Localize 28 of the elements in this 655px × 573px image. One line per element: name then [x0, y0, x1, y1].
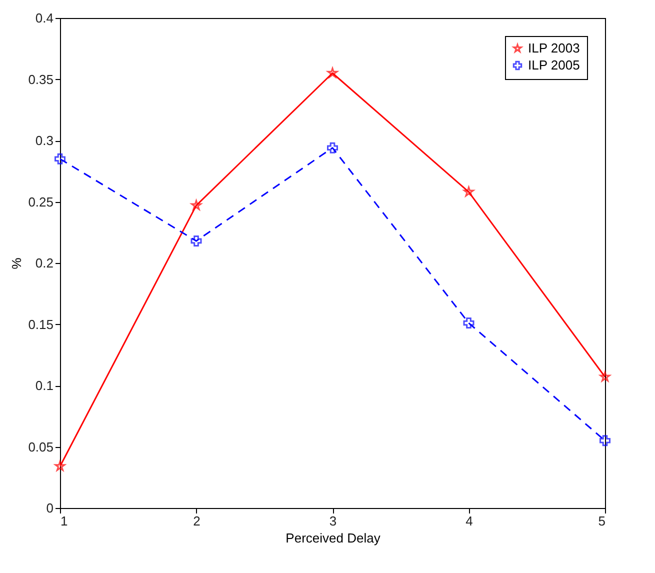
point [327, 68, 338, 78]
y-tick-label: 0 [46, 500, 54, 516]
y-tick-label: 0.05 [28, 439, 54, 454]
point [190, 235, 202, 246]
y-tick-label: 0.1 [35, 378, 54, 393]
y-tick-label: 0.4 [35, 10, 54, 26]
x-tick-label: 5 [598, 514, 606, 528]
y-axis-title: % [9, 257, 24, 270]
point [600, 371, 610, 382]
y-tick-label: 0.2 [35, 256, 54, 270]
point [54, 153, 66, 164]
point [54, 460, 66, 471]
point [463, 186, 474, 197]
x-tick-label: 1 [60, 514, 68, 528]
point [190, 200, 202, 210]
y-tick-label: 0.3 [35, 133, 54, 148]
point [327, 142, 338, 154]
y-tick-label: 0.35 [28, 72, 54, 87]
x-tick-label: 3 [329, 514, 337, 528]
point [463, 318, 474, 329]
y-tick-label: 0.25 [28, 194, 54, 210]
point [600, 435, 610, 446]
legend-label: ILP 2003 [528, 40, 580, 56]
x-tick-label: 2 [193, 514, 200, 528]
x-tick-label: 4 [466, 514, 473, 528]
y-tick-label: 0.15 [28, 316, 54, 332]
legend-label: ILP 2005 [528, 58, 580, 72]
x-axis-title: Perceived Delay [286, 530, 381, 546]
